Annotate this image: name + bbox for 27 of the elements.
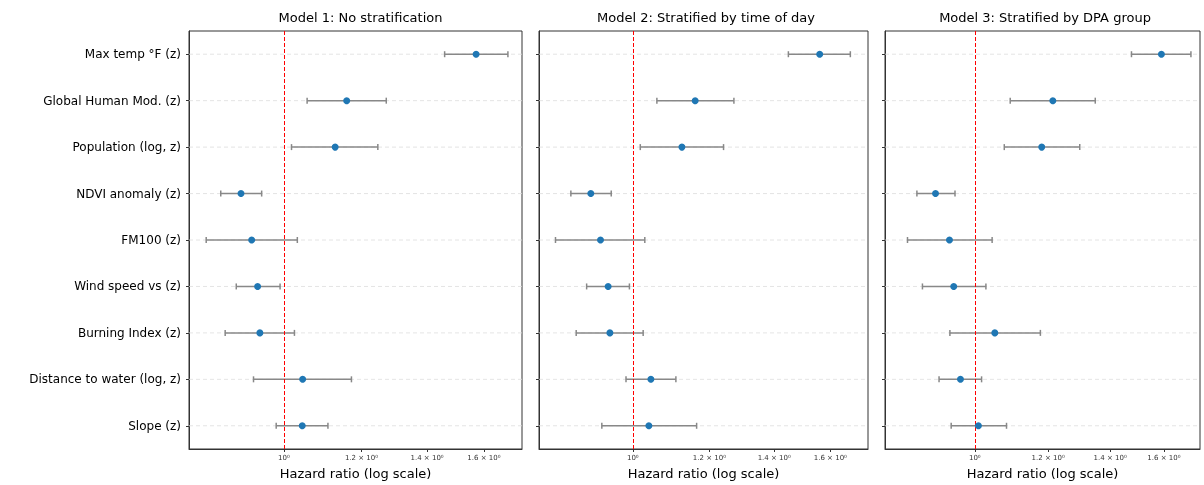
chart-title: Model 1: No stratification bbox=[278, 10, 443, 25]
point bbox=[298, 422, 306, 430]
y-tick-label: Burning Index (z) bbox=[77, 325, 181, 340]
point bbox=[945, 236, 953, 244]
y-tick-label: Global Human Mod. (z) bbox=[43, 93, 181, 108]
point bbox=[1038, 143, 1046, 151]
y-tick-label: FM100 (z) bbox=[121, 233, 181, 247]
x-axis-title: Hazard ratio (log scale) bbox=[627, 466, 780, 481]
point bbox=[950, 282, 958, 290]
point bbox=[248, 236, 256, 244]
point bbox=[237, 190, 245, 198]
point bbox=[956, 375, 964, 383]
x-axis-title: Hazard ratio (log scale) bbox=[966, 466, 1119, 481]
point bbox=[1049, 97, 1057, 105]
y-tick-label: Distance to water (log, z) bbox=[29, 372, 181, 387]
point bbox=[299, 375, 307, 383]
chart-title: Model 2: Stratified by time of day bbox=[596, 10, 816, 25]
x-axis-title: Hazard ratio (log scale) bbox=[279, 466, 432, 481]
y-tick-label: Population (log, z) bbox=[72, 140, 181, 155]
y-tick-label: Wind speed vs (z) bbox=[74, 279, 181, 294]
point bbox=[254, 282, 262, 290]
point bbox=[974, 422, 982, 430]
y-tick-label: Max temp °F (z) bbox=[84, 47, 181, 62]
point bbox=[256, 329, 264, 337]
y-tick-label: Slope (z) bbox=[128, 418, 181, 433]
chart-title: Model 3: Stratified by DPA group bbox=[939, 10, 1151, 25]
y-tick-label: NDVI anomaly (z) bbox=[76, 186, 181, 201]
